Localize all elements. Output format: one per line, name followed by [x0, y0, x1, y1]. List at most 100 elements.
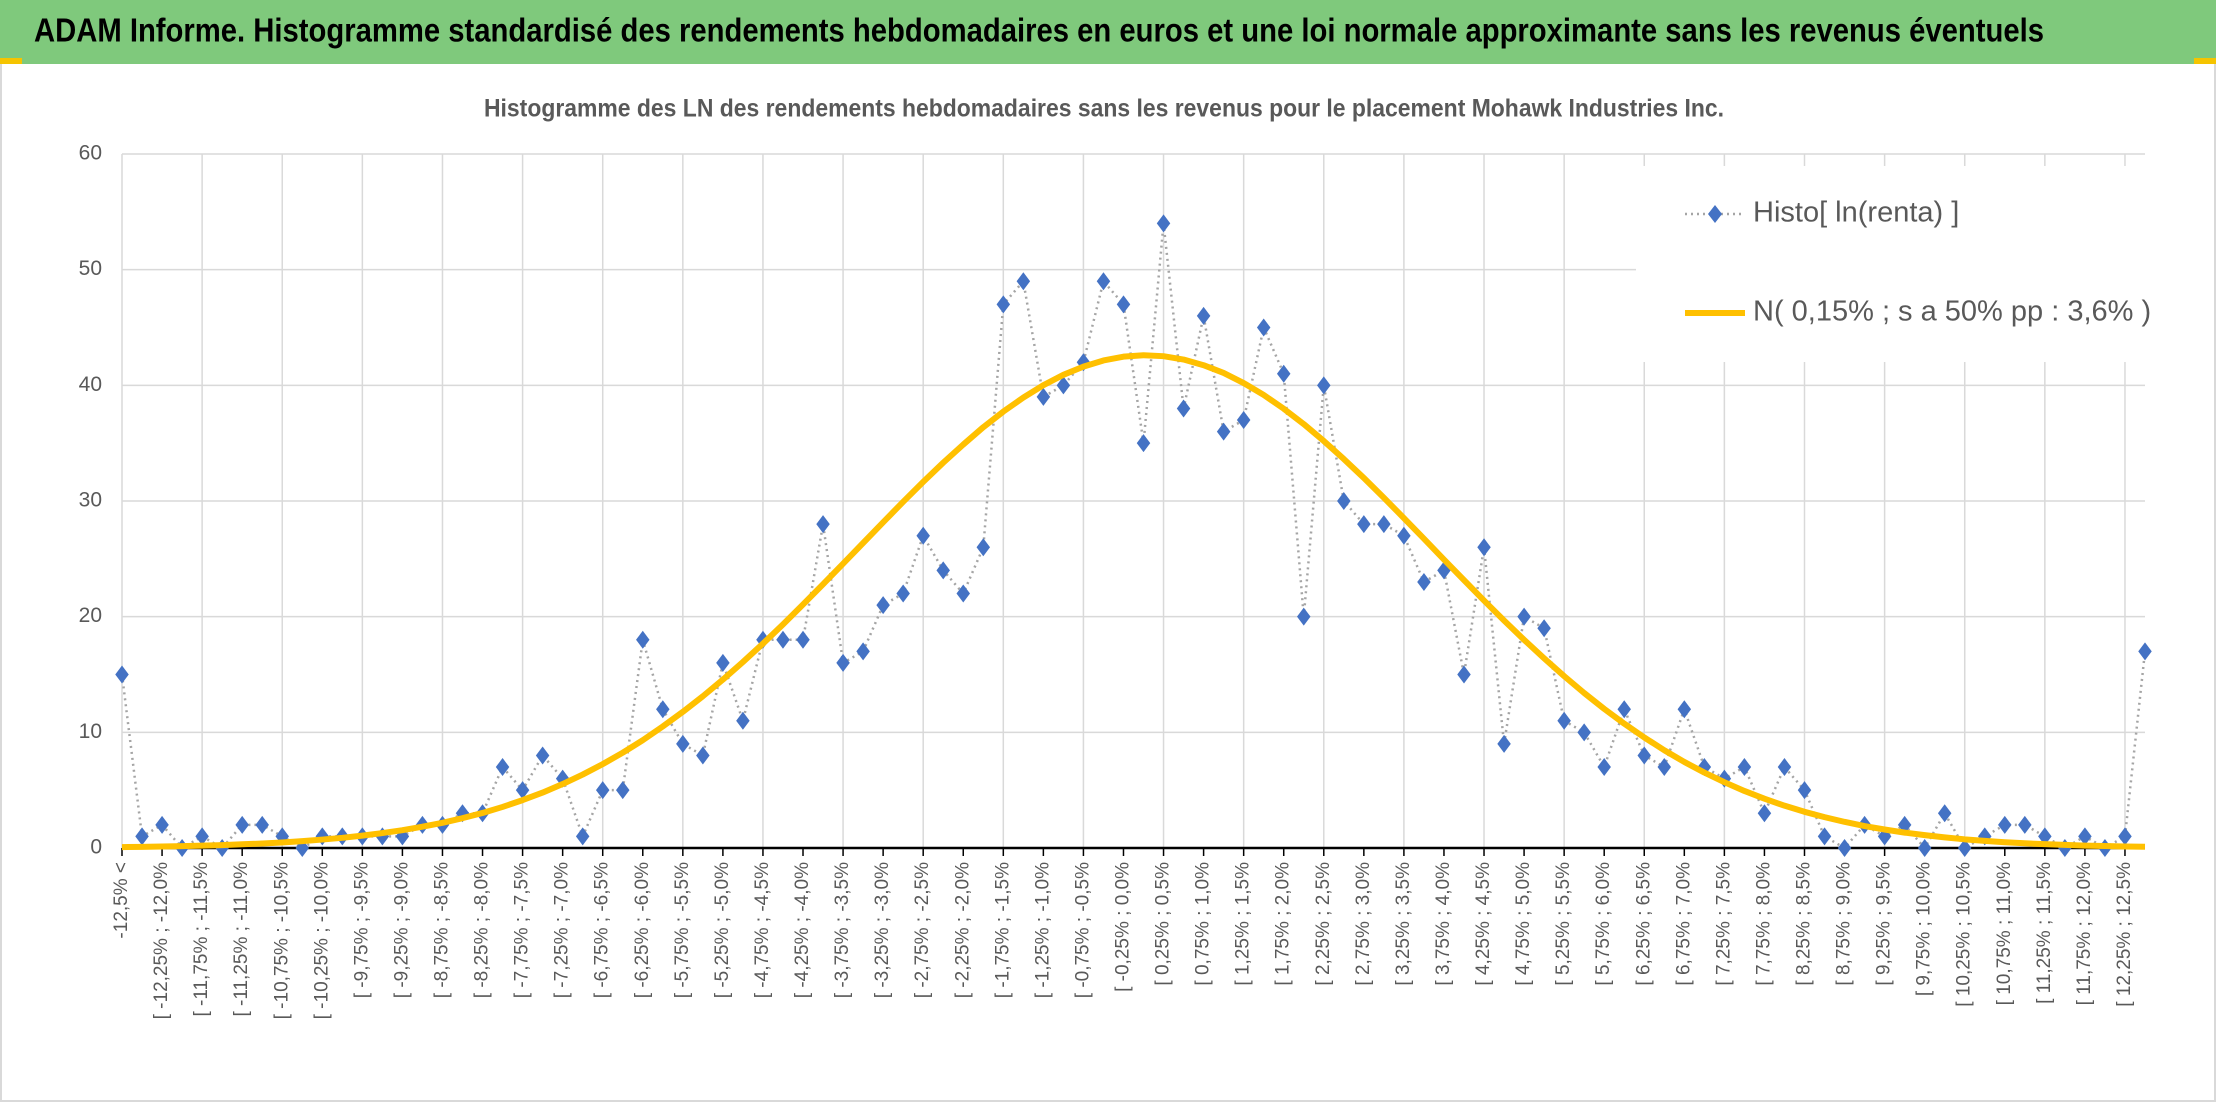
data-point [1617, 700, 1631, 719]
data-point [816, 515, 830, 534]
data-point [1737, 758, 1752, 777]
x-tick-label: [ -0,25% ; 0,0% [1113, 862, 1134, 992]
y-tick-label: 10 [79, 720, 102, 743]
data-point [535, 746, 550, 765]
data-point [575, 827, 590, 846]
data-point [1056, 376, 1071, 395]
data-point [796, 630, 810, 649]
data-point [1036, 387, 1051, 406]
header-bar [0, 0, 2216, 64]
x-tick-label: [ 3,25% ; 3,5% [1393, 862, 1414, 986]
x-tick-label: [ -10,25% ; -10,0% [311, 862, 332, 1019]
x-tick-label: [ -1,25% ; -1,0% [1032, 862, 1053, 998]
x-tick-label: [ 9,75% ; 10,0% [1914, 862, 1935, 996]
x-tick-label: [ -12,25% ; -12,0% [151, 862, 172, 1019]
x-tick-label: [ 3,75% ; 4,0% [1433, 862, 1454, 986]
data-point [1457, 665, 1471, 684]
data-point [2018, 815, 2032, 834]
y-tick-label: 0 [90, 836, 102, 859]
x-tick-label: [ -9,75% ; -9,5% [351, 862, 372, 998]
data-point [1397, 526, 1411, 545]
x-tick-label: [ 11,75% ; 12,0% [2074, 862, 2095, 1005]
x-tick-label: [ -6,25% ; -6,0% [632, 862, 653, 998]
data-point [1757, 804, 1772, 823]
data-point [2038, 827, 2052, 846]
data-point [255, 815, 269, 834]
data-point [656, 700, 670, 719]
x-tick-label: [ 7,75% ; 8,0% [1753, 862, 1774, 986]
x-tick-label: [ -4,25% ; -4,0% [792, 862, 813, 998]
x-tick-label: [ 5,25% ; 5,5% [1553, 862, 1574, 986]
data-point [1477, 538, 1491, 557]
data-point [1096, 272, 1111, 291]
y-tick-label: 30 [79, 489, 102, 512]
data-point [1136, 434, 1151, 453]
x-tick-label: [ 5,75% ; 6,0% [1593, 862, 1614, 986]
x-tick-label: [ -5,25% ; -5,0% [712, 862, 733, 998]
series-line [121, 352, 2146, 851]
data-point [2078, 827, 2092, 846]
data-point [1297, 607, 1311, 626]
x-tick-label: [ 0,75% ; 1,0% [1193, 862, 1214, 986]
legend-box [1636, 166, 2146, 362]
data-point [195, 827, 209, 846]
x-tick-label: [ 10,25% ; 10,5% [1954, 862, 1975, 1007]
data-point [1196, 306, 1211, 325]
data-point [1998, 815, 2012, 834]
x-tick-label: [ -2,25% ; -2,0% [952, 862, 973, 998]
data-point [1917, 839, 1932, 857]
data-point [996, 295, 1011, 314]
data-point [1417, 572, 1431, 591]
data-point [856, 642, 870, 661]
x-tick-label: [ 9,25% ; 9,5% [1874, 862, 1895, 986]
data-point [2118, 827, 2132, 846]
x-tick-label: [ 8,75% ; 9,0% [1834, 862, 1855, 986]
data-point [1357, 515, 1371, 534]
data-point [636, 630, 650, 649]
data-point [235, 815, 249, 834]
x-tick-label: [ -11,25% ; -11,0% [231, 862, 252, 1017]
x-tick-label: [ 7,25% ; 7,5% [1713, 862, 1734, 986]
data-point [1677, 700, 1692, 719]
data-point [1517, 607, 1531, 626]
data-point [1216, 422, 1231, 441]
y-tick-label: 60 [79, 142, 102, 165]
chart-title: Histogramme des LN des rendements hebdom… [484, 95, 1724, 123]
data-point [736, 711, 750, 730]
data-point [896, 584, 910, 603]
data-point [1837, 839, 1852, 857]
data-point [696, 746, 710, 765]
data-point [976, 538, 991, 557]
x-tick-label: [ 6,25% ; 6,5% [1633, 862, 1654, 986]
data-point [716, 653, 730, 672]
data-point [1797, 781, 1812, 800]
data-point [1557, 711, 1571, 730]
legend-marker [1708, 205, 1722, 223]
x-tick-label: [ 2,75% ; 3,0% [1353, 862, 1374, 986]
x-tick-label: [ -8,25% ; -8,0% [472, 862, 493, 998]
x-tick-label: [ -6,75% ; -6,5% [592, 862, 613, 998]
data-point [876, 596, 890, 615]
data-point [1016, 272, 1031, 291]
x-tick-label: [ -7,75% ; -7,5% [512, 862, 533, 998]
data-point [776, 630, 790, 649]
data-point [2138, 642, 2152, 661]
x-tick-label: [ 2,25% ; 2,5% [1313, 862, 1334, 986]
data-point [1817, 827, 1832, 846]
x-tick-label: [ -5,75% ; -5,5% [672, 862, 693, 998]
data-point [515, 781, 530, 800]
page-title: ADAM Informe. Histogramme standardisé de… [34, 12, 2044, 49]
x-tick-label: [ 6,75% ; 7,0% [1673, 862, 1694, 986]
data-point [1337, 492, 1351, 510]
x-tick-label: [ -1,75% ; -1,5% [992, 862, 1013, 998]
data-point [1777, 758, 1792, 777]
data-point [495, 758, 510, 777]
x-tick-label: [ -7,25% ; -7,0% [552, 862, 573, 998]
data-point [1937, 804, 1952, 823]
x-tick-label: [ -9,25% ; -9,0% [391, 862, 412, 998]
x-tick-label: [ -4,75% ; -4,5% [752, 862, 773, 998]
data-point [1116, 295, 1131, 314]
x-tick-label: [ 1,75% ; 2,0% [1273, 862, 1294, 986]
x-tick-label: [ 8,25% ; 8,5% [1794, 862, 1815, 986]
data-point [1317, 376, 1331, 395]
